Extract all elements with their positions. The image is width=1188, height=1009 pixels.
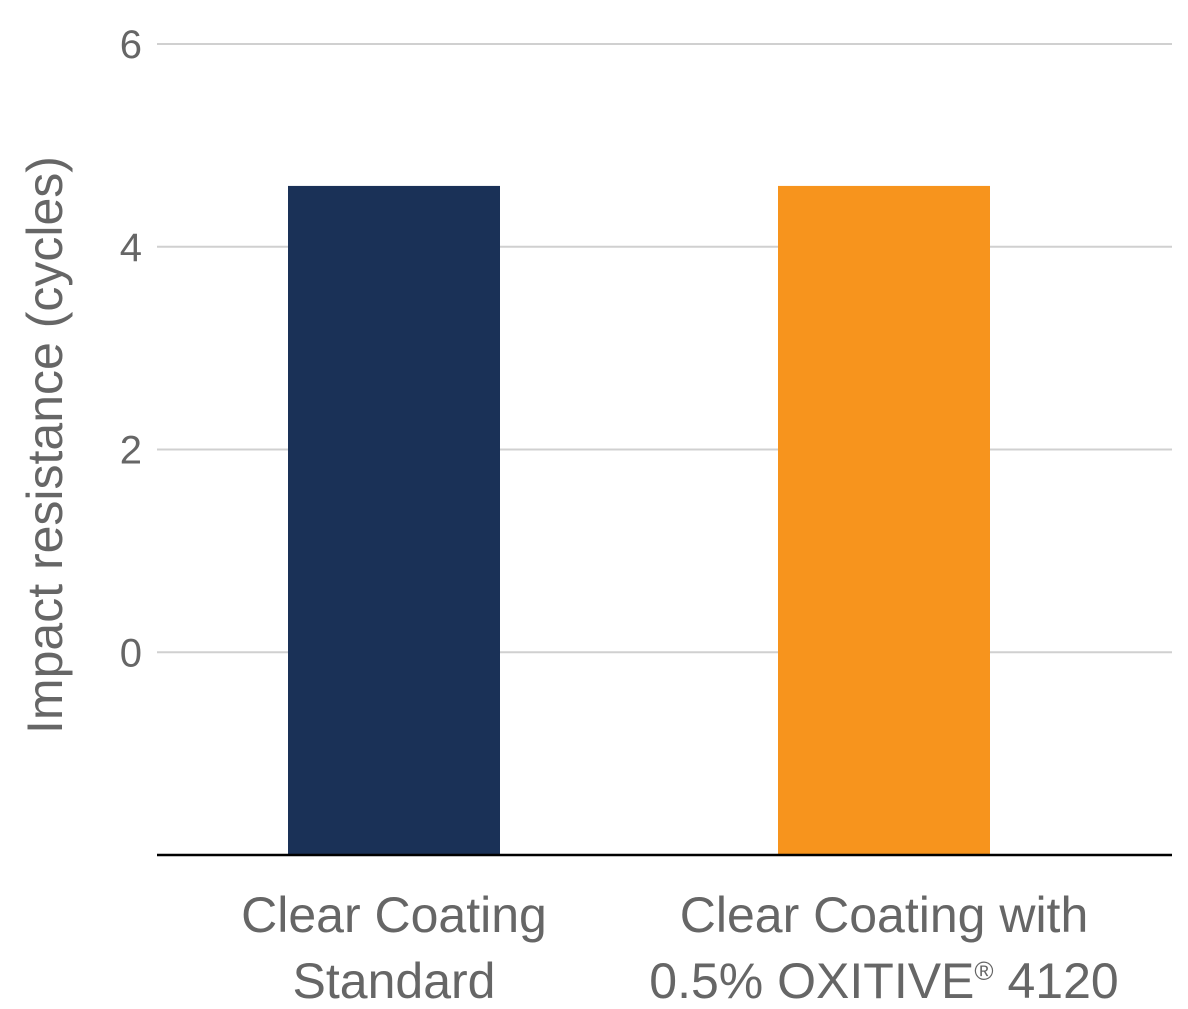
y-tick-label: 2	[120, 429, 142, 473]
y-tick-label: 6	[120, 23, 142, 67]
y-tick-label: 0	[120, 631, 142, 675]
registered-mark: ®	[974, 956, 993, 986]
bar-2	[778, 185, 990, 856]
x-category-label-2: 0.5% OXITIVE® 4120	[649, 953, 1118, 1009]
bars	[288, 185, 990, 856]
x-category-label-2-part: 4120	[994, 953, 1119, 1009]
x-category-labels: Clear Coating Standard Clear Coating with 0…	[241, 887, 1119, 1009]
x-category-label-1: Standard	[293, 953, 496, 1009]
y-tick-labels: 0 2 4 6	[120, 23, 142, 675]
x-category-label-1: Clear Coating	[241, 887, 547, 943]
x-category-label-2: Clear Coating with	[680, 887, 1089, 943]
x-category-label-2-part: 0.5% OXITIVE	[649, 953, 974, 1009]
y-axis-title: Impact resistance (cycles)	[17, 156, 73, 734]
bar-1	[288, 185, 500, 856]
y-tick-label: 4	[120, 226, 142, 270]
